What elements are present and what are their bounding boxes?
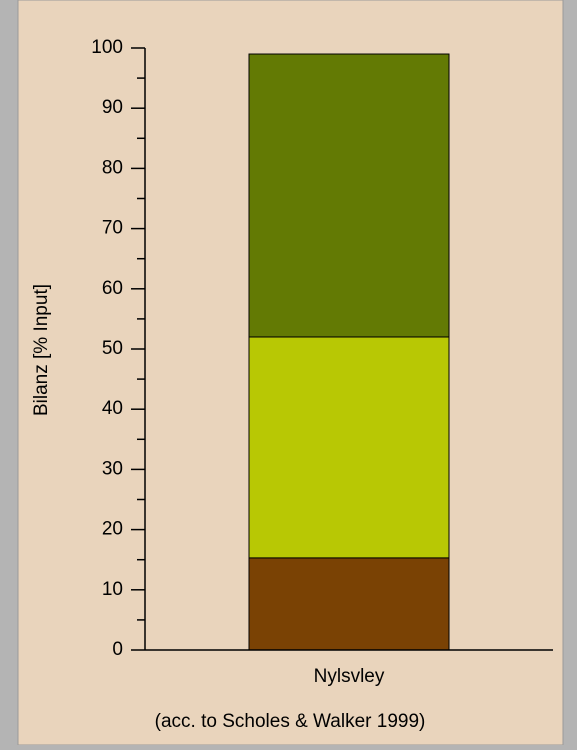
- y-tick-label: 80: [102, 157, 123, 178]
- y-tick-label: 70: [102, 218, 123, 239]
- y-axis-label: Bilanz [% Input]: [31, 284, 52, 416]
- y-tick-label: 40: [102, 398, 123, 419]
- y-tick-label: 60: [102, 278, 123, 299]
- y-tick-label: 50: [102, 338, 123, 359]
- bar-segment: [248, 557, 450, 651]
- y-tick-label: 90: [102, 97, 123, 118]
- y-tick-label: 20: [102, 519, 123, 540]
- y-tick-label: 0: [112, 639, 123, 660]
- y-tick-label: 10: [102, 579, 123, 600]
- x-tick-label: Nylsvley: [314, 666, 385, 687]
- y-tick-label: 30: [102, 458, 123, 479]
- note: (acc. to Scholes & Walker 1999): [155, 711, 426, 732]
- y-tick-label: 100: [91, 37, 123, 58]
- bar-segment: [248, 336, 450, 559]
- bar-segment: [248, 53, 450, 338]
